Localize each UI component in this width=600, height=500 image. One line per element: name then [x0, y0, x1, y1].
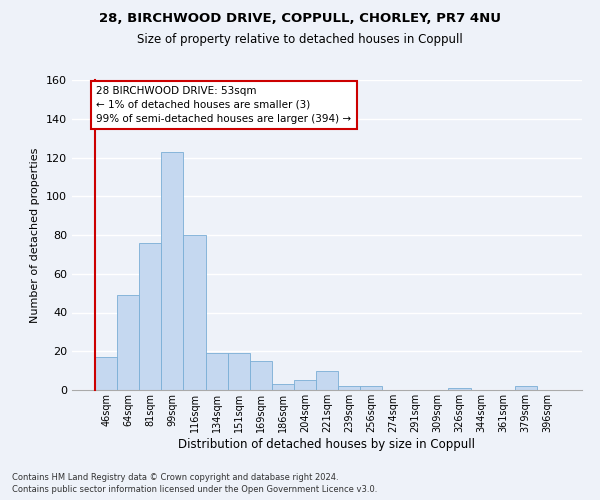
Bar — [161, 152, 184, 390]
Bar — [184, 235, 206, 390]
Bar — [316, 370, 338, 390]
Bar — [139, 243, 161, 390]
Bar — [448, 388, 470, 390]
Text: Contains public sector information licensed under the Open Government Licence v3: Contains public sector information licen… — [12, 486, 377, 494]
Y-axis label: Number of detached properties: Number of detached properties — [31, 148, 40, 322]
Bar — [206, 353, 227, 390]
Bar — [227, 353, 250, 390]
Text: 28 BIRCHWOOD DRIVE: 53sqm
← 1% of detached houses are smaller (3)
99% of semi-de: 28 BIRCHWOOD DRIVE: 53sqm ← 1% of detach… — [96, 86, 352, 124]
Text: Contains HM Land Registry data © Crown copyright and database right 2024.: Contains HM Land Registry data © Crown c… — [12, 473, 338, 482]
Bar — [294, 380, 316, 390]
Text: 28, BIRCHWOOD DRIVE, COPPULL, CHORLEY, PR7 4NU: 28, BIRCHWOOD DRIVE, COPPULL, CHORLEY, P… — [99, 12, 501, 26]
Bar — [515, 386, 537, 390]
Bar — [117, 295, 139, 390]
Bar — [360, 386, 382, 390]
Bar — [338, 386, 360, 390]
Bar — [250, 361, 272, 390]
Text: Size of property relative to detached houses in Coppull: Size of property relative to detached ho… — [137, 32, 463, 46]
Bar — [272, 384, 294, 390]
X-axis label: Distribution of detached houses by size in Coppull: Distribution of detached houses by size … — [179, 438, 476, 450]
Bar — [95, 357, 117, 390]
